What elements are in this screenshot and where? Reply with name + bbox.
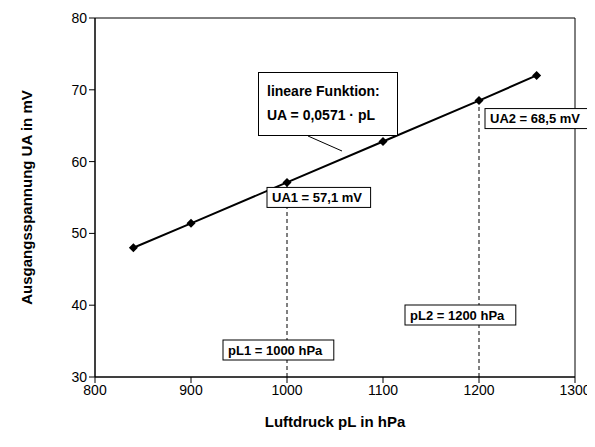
- svg-text:1000: 1000: [271, 382, 302, 398]
- svg-text:800: 800: [83, 381, 107, 398]
- html-text:UA = 0,0571 · pL: UA = 0,0571 · pL: [267, 107, 375, 123]
- svg-text:40: 40: [71, 297, 87, 313]
- svg-text:30: 30: [71, 369, 87, 385]
- svg-text:80: 80: [71, 10, 87, 26]
- svg-text:60: 60: [71, 154, 87, 170]
- svg-text:1100: 1100: [368, 382, 398, 398]
- svg-text:UA1 = 57,1 mV: UA1 = 57,1 mV: [272, 190, 362, 205]
- svg-text:900: 900: [179, 382, 203, 398]
- svg-text:pL1 = 1000 hPa: pL1 = 1000 hPa: [228, 343, 323, 358]
- svg-text:1200: 1200: [463, 382, 494, 398]
- svg-text:Luftdruck pL in hPa: Luftdruck pL in hPa: [265, 413, 406, 430]
- svg-text:70: 70: [71, 82, 87, 98]
- html-text:lineare Funktion:: lineare Funktion:: [267, 83, 380, 99]
- svg-text:pL2 = 1200 hPa: pL2 = 1200 hPa: [410, 308, 505, 323]
- svg-text:50: 50: [71, 225, 87, 241]
- svg-text:UA2 = 68,5 mV: UA2 = 68,5 mV: [490, 111, 580, 126]
- svg-text:1300: 1300: [559, 382, 587, 398]
- svg-text:Ausgangsspannung UA in mV: Ausgangsspannung UA in mV: [18, 90, 35, 304]
